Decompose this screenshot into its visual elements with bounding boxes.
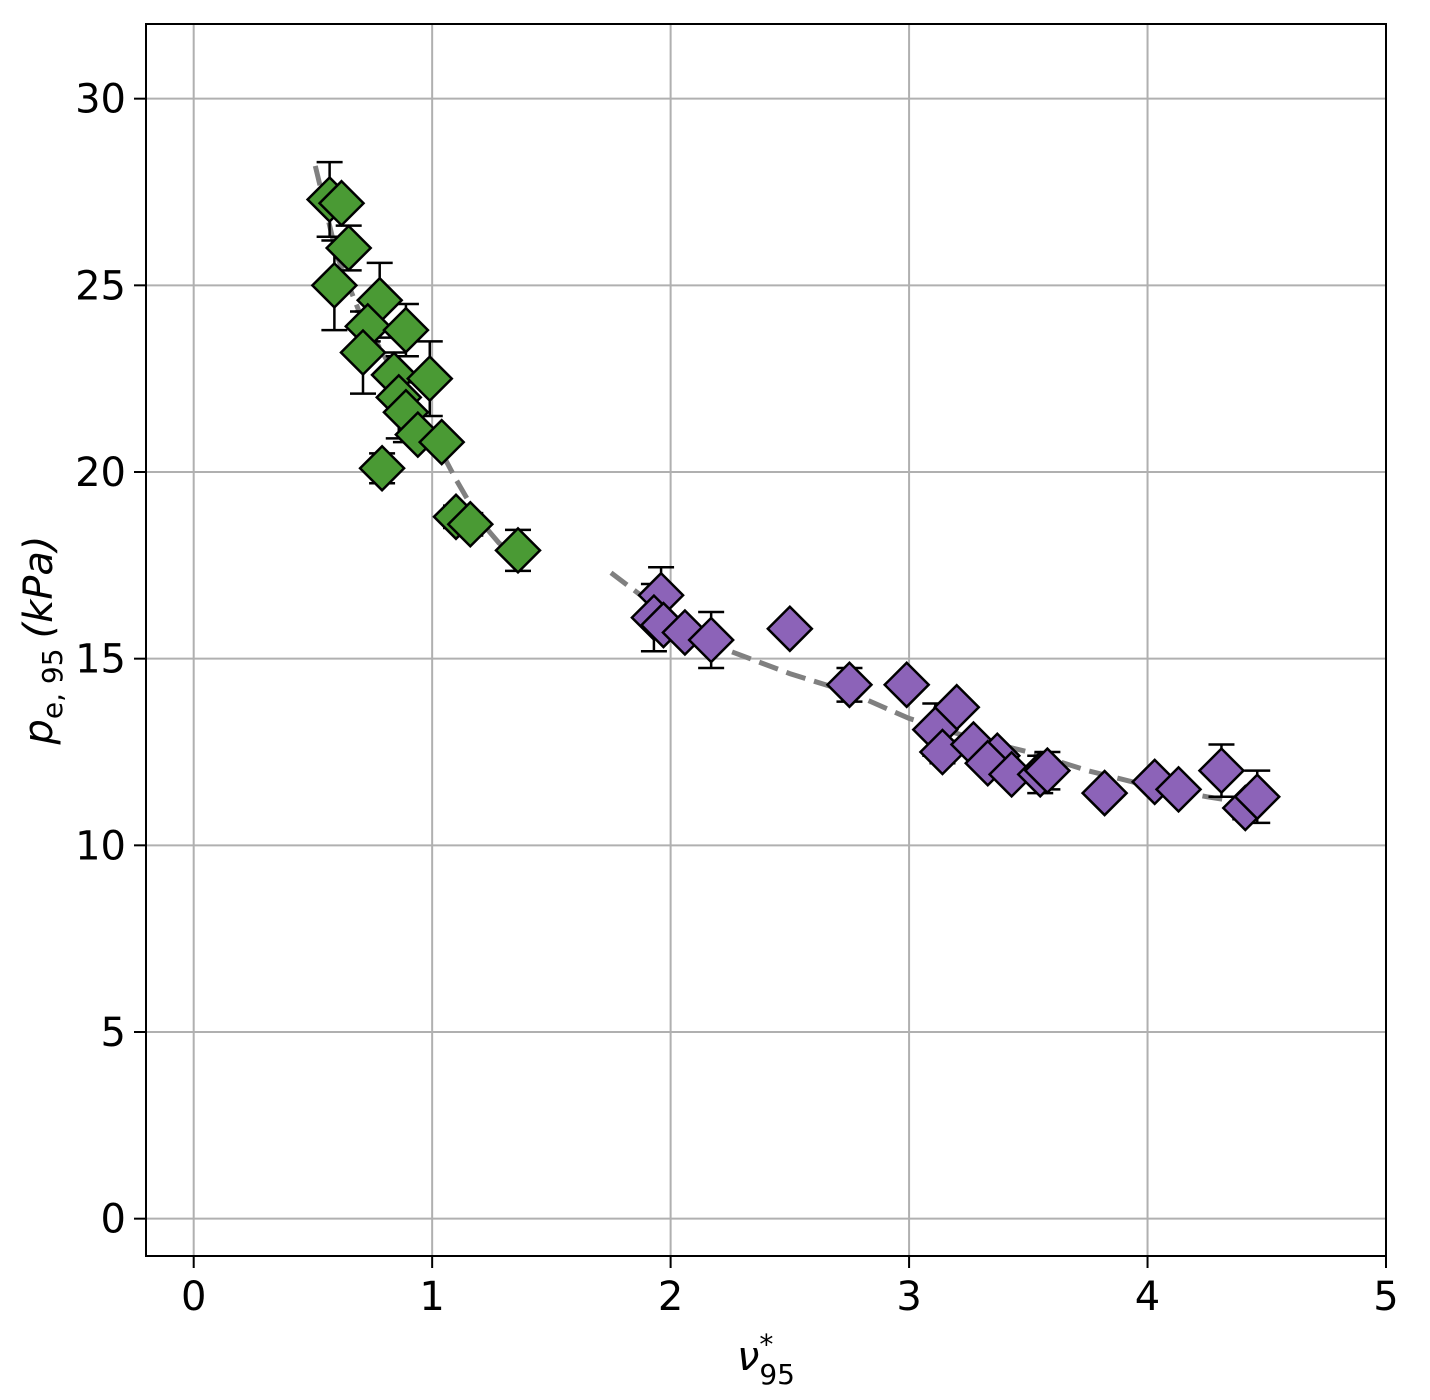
y-tick-label: 5 bbox=[101, 1010, 126, 1056]
data-point bbox=[766, 605, 814, 653]
axis-ticks: 0 1 2 3 4 5 0 5 10 15 20 25 30 bbox=[75, 77, 1399, 1320]
error-bars bbox=[316, 160, 1271, 825]
x-axis-label: ν* 95 bbox=[737, 1328, 795, 1391]
data-point bbox=[882, 661, 931, 709]
data-point bbox=[825, 661, 874, 709]
data-point bbox=[310, 261, 359, 310]
data-point bbox=[1080, 769, 1129, 817]
x-tick-label: 5 bbox=[1373, 1274, 1398, 1320]
data-point bbox=[406, 354, 454, 403]
x-tick-label: 3 bbox=[896, 1274, 921, 1320]
data-point bbox=[358, 444, 406, 493]
x-tick-label: 4 bbox=[1135, 1274, 1160, 1320]
data-point bbox=[1233, 773, 1281, 821]
data-point bbox=[324, 224, 373, 272]
x-tick-label: 1 bbox=[419, 1274, 444, 1320]
data-point bbox=[446, 500, 495, 549]
y-tick-label: 15 bbox=[75, 637, 126, 683]
data-point bbox=[317, 179, 366, 227]
y-tick-label: 20 bbox=[75, 450, 126, 496]
x-tick-label: 2 bbox=[658, 1274, 683, 1320]
data-point bbox=[1154, 765, 1203, 814]
data-point bbox=[1197, 746, 1246, 795]
data-point bbox=[417, 418, 466, 466]
data-markers bbox=[305, 175, 1281, 832]
y-tick-label: 25 bbox=[75, 263, 126, 309]
y-axis-label: pe, 95(kPa) bbox=[16, 535, 69, 745]
y-tick-label: 30 bbox=[75, 77, 126, 123]
data-point bbox=[339, 328, 387, 377]
y-tick-label: 10 bbox=[75, 823, 126, 869]
fit-curves bbox=[312, 165, 1256, 807]
data-point bbox=[1023, 746, 1072, 795]
data-point bbox=[687, 616, 735, 664]
plot-frame bbox=[145, 23, 1387, 1257]
data-point bbox=[494, 526, 542, 575]
y-tick-label: 0 bbox=[101, 1197, 126, 1243]
data-point bbox=[382, 306, 430, 354]
x-tick-label: 0 bbox=[181, 1274, 206, 1320]
